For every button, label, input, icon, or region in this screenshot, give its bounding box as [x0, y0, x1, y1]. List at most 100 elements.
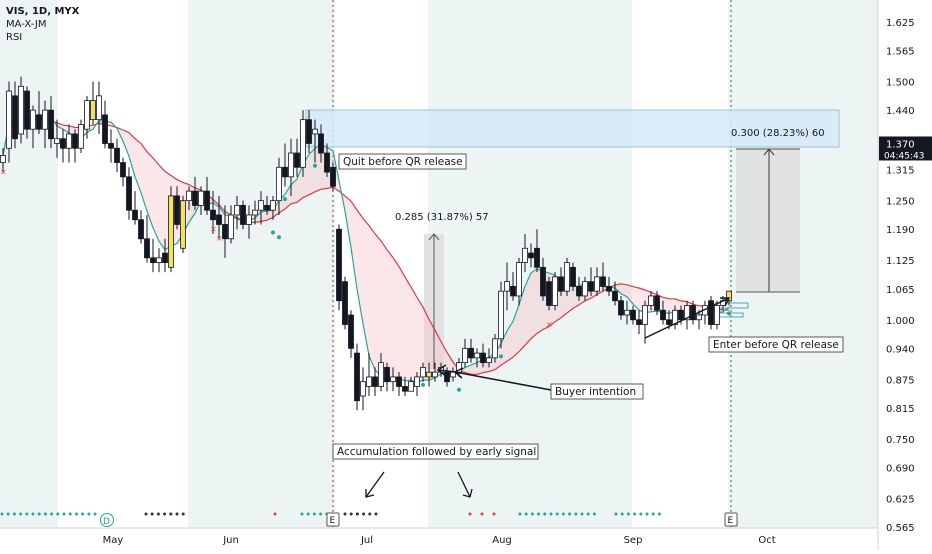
earnings-label-0: E: [330, 516, 336, 526]
dot-4: [568, 512, 572, 516]
candle-body-52: [312, 128, 318, 135]
drawing-lines: [365, 148, 800, 498]
candle-body-106: [636, 319, 642, 325]
candle-body-31: [186, 190, 192, 202]
earnings-marker-1: [724, 512, 738, 527]
dot-2: [319, 512, 323, 516]
candle-body-82: [492, 338, 498, 359]
candle-body-16: [96, 95, 102, 121]
candle-body-34: [204, 190, 210, 211]
chart-legend: VIS, 1D, MYX MA-X-JM RSI: [6, 5, 79, 44]
buyer-label: Buyer intention: [555, 386, 636, 398]
candle-body-114: [684, 305, 690, 321]
accum-label: Accumulation followed by early signal: [337, 446, 536, 458]
dot-3: [368, 512, 372, 516]
candle-body-116: [696, 314, 702, 321]
price-tick-9: 1.065: [886, 285, 915, 296]
candle-body-63: [378, 362, 384, 387]
candle-body-11: [66, 133, 72, 149]
dot-0: [56, 512, 60, 516]
candle-body-100: [600, 276, 606, 287]
candle-body-78: [468, 347, 474, 359]
dot-2: [312, 512, 316, 516]
candle-body-36: [216, 214, 222, 225]
dot-5: [633, 512, 637, 516]
red-dot-0: [273, 512, 277, 516]
dot-4: [555, 512, 559, 516]
dot-1: [150, 512, 154, 516]
dot-5: [657, 512, 661, 516]
price-tick-2: 1.500: [886, 78, 915, 89]
sell-signal-x-1: ×: [210, 225, 217, 234]
candle-body-30: [180, 200, 186, 249]
candle-body-84: [504, 281, 510, 292]
legend-indicator-ma[interactable]: MA-X-JM: [6, 19, 47, 30]
dot-0: [62, 512, 66, 516]
buyer-arrow-line: [454, 371, 552, 391]
candle-body-109: [654, 295, 660, 311]
candle-body-111: [666, 319, 672, 325]
time-tick-jul: Jul: [360, 535, 373, 546]
dot-2: [300, 512, 304, 516]
dot-1: [175, 512, 179, 516]
candle-body-77: [462, 347, 468, 364]
time-tick-aug: Aug: [492, 535, 512, 546]
candle-body-93: [558, 276, 564, 292]
candle-body-49: [294, 152, 300, 168]
candle-body-81: [486, 357, 492, 364]
candle-body-8: [48, 109, 54, 140]
legend-symbol[interactable]: VIS, 1D, MYX: [6, 6, 80, 17]
dot-5: [620, 512, 624, 516]
candle-body-68: [408, 381, 414, 392]
candle-body-2: [12, 95, 18, 140]
buy-signal-dot-11: [727, 311, 731, 316]
ma-cloud-fill: [3, 114, 729, 383]
candle-body-85: [510, 286, 516, 297]
dot-5: [614, 512, 618, 516]
candle-body-64: [384, 367, 390, 383]
candle-body-67: [402, 386, 408, 392]
candle-body-102: [612, 290, 618, 302]
dot-0: [43, 512, 47, 516]
candle-body-0: [0, 154, 6, 163]
current-price-tag: [879, 136, 932, 161]
dot-1: [169, 512, 173, 516]
candle-body-22: [132, 209, 138, 221]
candle-body-7: [42, 109, 48, 130]
annotation-labels: Quit before QR release Buyer intention Ent…: [332, 128, 844, 460]
candle-body-13: [78, 124, 84, 149]
candle-body-40: [240, 205, 246, 225]
candle-body-83: [498, 290, 504, 340]
accum-arrow-2: [457, 471, 471, 498]
legend-indicator-rsi[interactable]: RSI: [6, 32, 23, 43]
dot-5: [651, 512, 655, 516]
signal-markers: ××××: [0, 163, 731, 392]
candle-body-90: [540, 266, 546, 297]
signal-zone-1: [188, 0, 335, 528]
dot-4: [543, 512, 547, 516]
candle-body-99: [594, 276, 600, 292]
buy-signal-dot-9: [499, 354, 503, 359]
signal-zone-0: [0, 0, 58, 528]
red-dot-1: [468, 512, 472, 516]
range-box-2: [736, 149, 800, 292]
candle-body-92: [552, 276, 558, 306]
price-tick-3: 1.440: [886, 106, 915, 117]
candle-body-58: [348, 314, 354, 349]
candle-body-66: [396, 376, 402, 387]
current-price-value: 1.370: [886, 139, 915, 150]
buyer-arrow-head-2: [436, 364, 447, 377]
candle-body-6: [36, 114, 42, 130]
sell-signal-x-10: ×: [546, 320, 553, 329]
candle-body-91: [546, 281, 552, 306]
time-tick-sep: Sep: [624, 535, 643, 546]
candle-body-87: [522, 247, 528, 263]
sell-signal-x-2: ×: [216, 234, 223, 243]
dot-3: [349, 512, 353, 516]
candle-body-5: [30, 109, 36, 130]
dot-4: [580, 512, 584, 516]
candle-body-95: [570, 266, 576, 287]
dividend-label: D: [103, 517, 110, 527]
quit-label: Quit before QR release: [343, 156, 463, 168]
